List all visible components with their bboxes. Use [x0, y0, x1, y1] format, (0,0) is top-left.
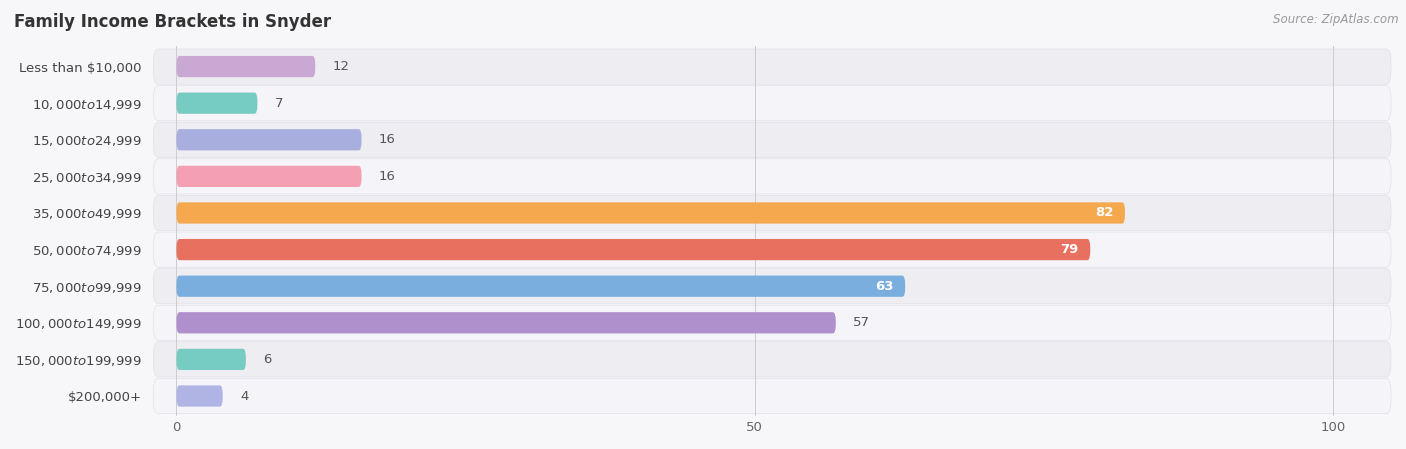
FancyBboxPatch shape [153, 379, 1391, 414]
FancyBboxPatch shape [153, 232, 1391, 267]
Text: Source: ZipAtlas.com: Source: ZipAtlas.com [1274, 13, 1399, 26]
FancyBboxPatch shape [177, 92, 257, 114]
FancyBboxPatch shape [177, 385, 222, 407]
Text: 63: 63 [875, 280, 894, 293]
FancyBboxPatch shape [177, 129, 361, 150]
FancyBboxPatch shape [177, 276, 905, 297]
Text: 82: 82 [1095, 207, 1114, 220]
FancyBboxPatch shape [177, 166, 361, 187]
FancyBboxPatch shape [153, 86, 1391, 121]
FancyBboxPatch shape [153, 269, 1391, 304]
Text: Family Income Brackets in Snyder: Family Income Brackets in Snyder [14, 13, 332, 31]
Text: 79: 79 [1060, 243, 1078, 256]
FancyBboxPatch shape [153, 195, 1391, 230]
Text: 16: 16 [378, 170, 395, 183]
FancyBboxPatch shape [153, 305, 1391, 340]
FancyBboxPatch shape [177, 56, 315, 77]
FancyBboxPatch shape [153, 49, 1391, 84]
FancyBboxPatch shape [177, 349, 246, 370]
Text: 4: 4 [240, 389, 249, 402]
FancyBboxPatch shape [153, 342, 1391, 377]
FancyBboxPatch shape [153, 159, 1391, 194]
Text: 57: 57 [853, 316, 870, 329]
FancyBboxPatch shape [177, 312, 835, 334]
FancyBboxPatch shape [153, 122, 1391, 157]
FancyBboxPatch shape [177, 239, 1090, 260]
Text: 6: 6 [263, 353, 271, 366]
FancyBboxPatch shape [177, 202, 1125, 224]
Text: 7: 7 [274, 97, 283, 110]
Text: 16: 16 [378, 133, 395, 146]
Text: 12: 12 [333, 60, 350, 73]
